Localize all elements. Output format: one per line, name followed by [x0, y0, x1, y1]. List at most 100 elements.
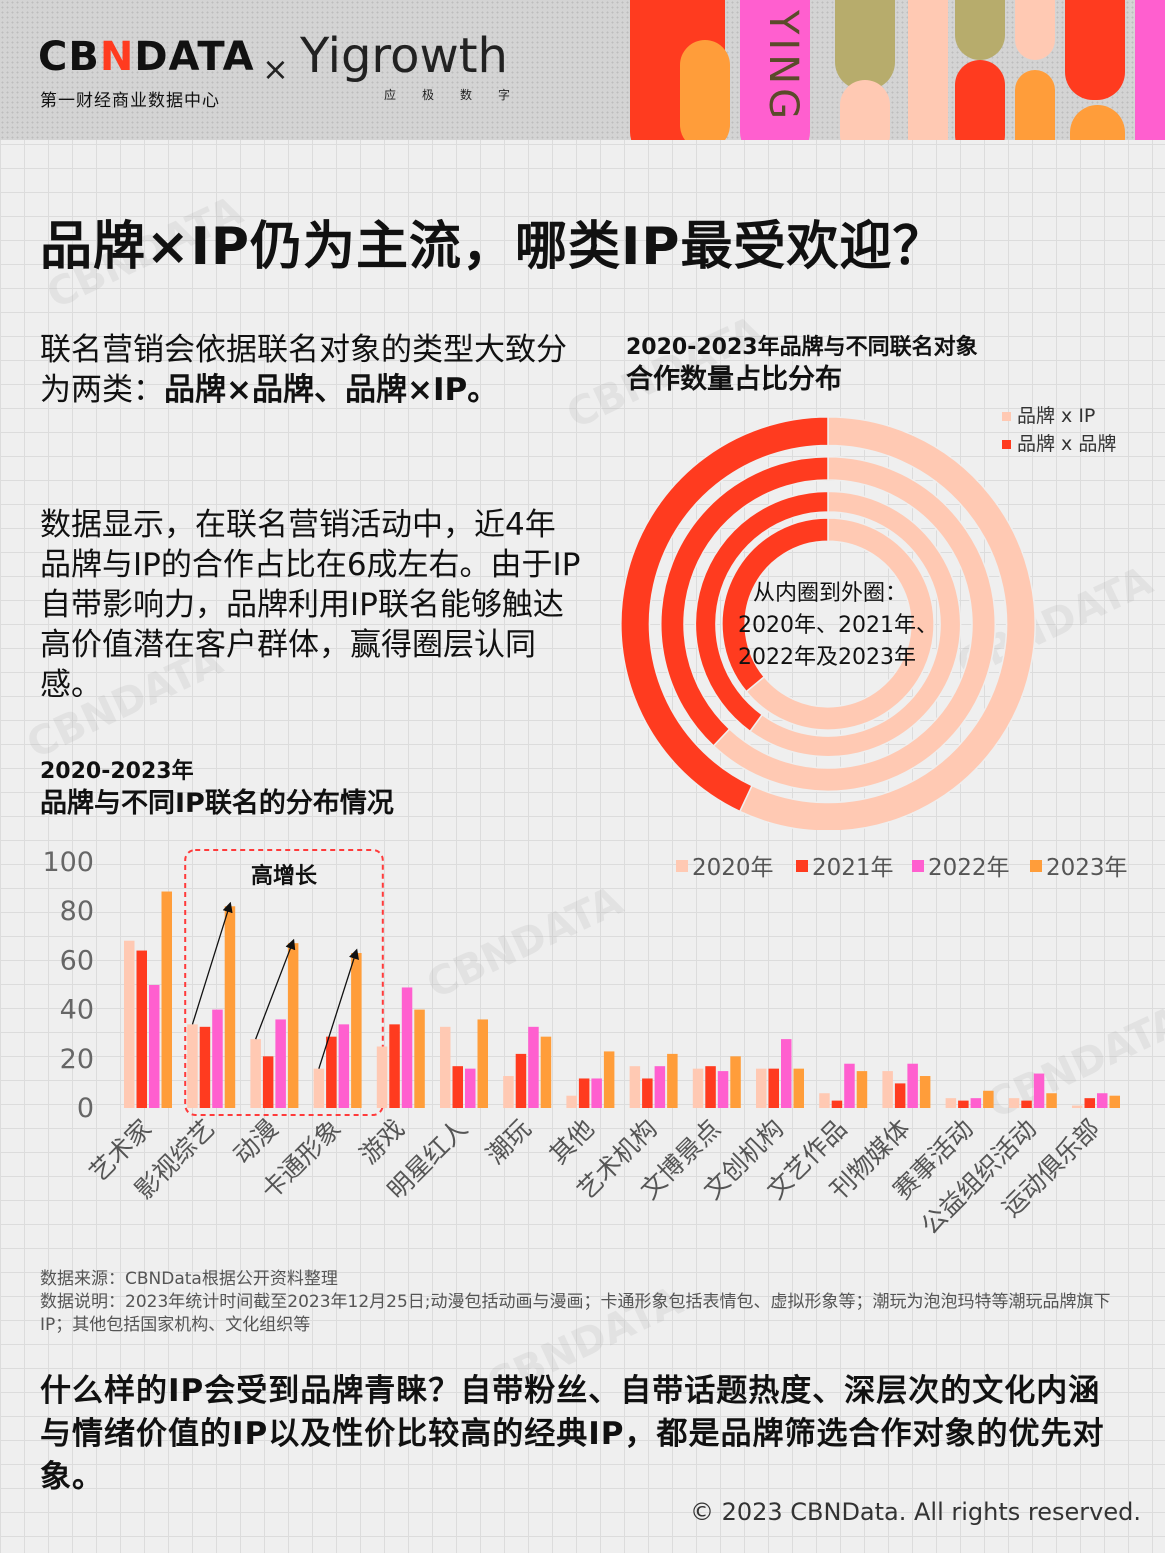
bar-艺术机构-2020年: [629, 1066, 641, 1108]
bar-卡通形象-2022年: [338, 1024, 350, 1108]
y-tick-label: 20: [60, 1044, 94, 1075]
bar-明星红人-2021年: [452, 1066, 463, 1108]
bar-潮玩-2021年: [515, 1053, 527, 1108]
bar-游戏-2021年: [389, 1024, 400, 1108]
bar-艺术机构-2021年: [642, 1078, 653, 1108]
bar-legend-label: 2022年: [928, 855, 1010, 881]
bar-刊物媒体-2023年: [919, 1076, 931, 1108]
bar-公益组织活动-2020年: [1008, 1098, 1020, 1108]
donut-segment-2023年-品牌x品牌: [620, 416, 829, 813]
bar-其他-2022年: [591, 1078, 602, 1108]
donut-title-line2: 合作数量占比分布: [626, 364, 842, 395]
intro-paragraph-2: 数据显示，在联名营销活动中，近4年品牌与IP的合作占比在6成左右。由于IP自带影…: [40, 507, 581, 703]
bar-动漫-2022年: [275, 1019, 286, 1108]
donut-segment-2020年-品牌xIP: [745, 517, 935, 731]
intro-emphasis: 品牌×品牌、品牌×IP。: [164, 372, 499, 408]
donut-center-text: 从内圈到外圈：: [753, 581, 907, 606]
bar-赛事活动-2023年: [983, 1090, 994, 1108]
page-title: 品牌×IP仍为主流，哪类IP最受欢迎？: [40, 217, 946, 277]
bar-动漫-2023年: [287, 943, 299, 1108]
donut-segment-2020年-品牌x品牌: [721, 517, 829, 693]
y-tick-label: 100: [42, 847, 94, 878]
donut-segment-2021年-品牌x品牌: [694, 490, 829, 733]
bar-文博景点-2020年: [692, 1068, 704, 1108]
x-tick-label: 游戏: [354, 1114, 410, 1170]
x-tick-label: 潮玩: [481, 1114, 537, 1170]
bar-游戏-2023年: [414, 1009, 425, 1108]
bar-刊物媒体-2022年: [907, 1063, 918, 1108]
bar-潮玩-2022年: [528, 1026, 539, 1108]
bar-刊物媒体-2021年: [894, 1083, 906, 1108]
y-tick-label: 60: [60, 945, 94, 976]
high-growth-box: [184, 849, 384, 1116]
bar-title-line1: 2020-2023年: [40, 759, 194, 784]
y-tick-label: 80: [60, 896, 94, 927]
bar-文创机构-2020年: [756, 1068, 767, 1108]
bar-艺术机构-2022年: [654, 1066, 666, 1108]
bar-文艺作品-2022年: [844, 1063, 855, 1108]
bar-刊物媒体-2020年: [882, 1071, 893, 1108]
bar-明星红人-2022年: [465, 1068, 476, 1108]
yigrowth-logo: Yigrowth: [300, 28, 508, 84]
bar-艺术家-2021年: [136, 950, 147, 1108]
bar-卡通形象-2023年: [351, 953, 362, 1108]
bar-其他-2020年: [566, 1095, 577, 1108]
header-deco-text: YING: [760, 10, 806, 124]
bar-chart-title: 2020-2023年 品牌与不同IP联名的分布情况: [40, 756, 394, 820]
donut-segment-2021年-品牌xIP: [748, 490, 962, 758]
donut-title-line1: 2020-2023年品牌与不同联名对象: [626, 335, 978, 360]
collab-x: ×: [262, 50, 289, 88]
donut-legend-swatch: [1002, 412, 1011, 421]
bar-文创机构-2022年: [781, 1039, 792, 1108]
bar-艺术家-2023年: [161, 891, 172, 1108]
bar-文创机构-2023年: [793, 1068, 804, 1108]
bar-文艺作品-2023年: [856, 1071, 868, 1108]
donut-segment-2022年-品牌x品牌: [660, 456, 829, 747]
bar-赛事活动-2021年: [958, 1100, 969, 1108]
bar-动漫-2021年: [262, 1056, 274, 1108]
bar-影视综艺-2022年: [212, 1009, 223, 1108]
bar-legend-swatch: [676, 860, 688, 872]
bar-影视综艺-2021年: [199, 1026, 211, 1108]
donut-legend-label: 品牌 x IP: [1017, 405, 1095, 427]
copyright: © 2023 CBNData. All rights reserved.: [689, 1498, 1141, 1526]
cbndata-logo-subtitle: 第一财经商业数据中心: [40, 91, 220, 111]
header-decoration: [630, 0, 1165, 140]
bar-文创机构-2021年: [768, 1068, 779, 1108]
cbndata-logo: CBNDATA: [38, 34, 255, 80]
bar-明星红人-2020年: [440, 1026, 451, 1108]
growth-arrow: [318, 948, 359, 1069]
bar-运动俱乐部-2020年: [1072, 1105, 1083, 1108]
bar-legend-swatch: [796, 860, 808, 872]
yigrowth-logo-subtitle: 应极数字: [384, 88, 537, 102]
bar-文博景点-2022年: [717, 1071, 729, 1108]
x-tick-label: 其他: [544, 1114, 600, 1170]
growth-arrow: [191, 901, 233, 1025]
bar-其他-2021年: [578, 1078, 590, 1108]
bar-卡通形象-2020年: [313, 1068, 325, 1108]
data-explanation: 数据说明：2023年统计时间截至2023年12月25日;动漫包括动画与漫画；卡通…: [40, 1292, 1111, 1335]
chart-notes: 数据来源：CBNData根据公开资料整理 数据说明：2023年统计时间截至202…: [40, 1268, 1140, 1337]
donut-chart-title: 2020-2023年品牌与不同联名对象 合作数量占比分布: [626, 332, 978, 396]
bar-文艺作品-2020年: [819, 1093, 830, 1108]
bar-艺术家-2022年: [149, 985, 160, 1108]
bar-运动俱乐部-2021年: [1084, 1098, 1095, 1108]
y-tick-label: 0: [77, 1093, 94, 1124]
bar-legend-swatch: [1030, 860, 1042, 872]
bar-影视综艺-2023年: [224, 906, 236, 1108]
donut-center-text: 2022年及2023年: [738, 645, 916, 670]
bar-潮玩-2023年: [540, 1036, 552, 1108]
bar-卡通形象-2021年: [326, 1036, 337, 1108]
bar-legend-label: 2021年: [812, 855, 894, 881]
donut-legend-label: 品牌 x 品牌: [1017, 433, 1116, 455]
bar-艺术机构-2023年: [667, 1053, 678, 1108]
bar-文艺作品-2021年: [831, 1100, 843, 1108]
bar-文博景点-2021年: [705, 1066, 716, 1108]
data-source: 数据来源：CBNData根据公开资料整理: [40, 1269, 338, 1289]
bar-运动俱乐部-2022年: [1097, 1093, 1108, 1108]
bar-艺术家-2020年: [124, 940, 135, 1108]
conclusion-text: 什么样的IP会受到品牌青睐？自带粉丝、自带话题热度、深层次的文化内涵与情绪价值的…: [40, 1373, 1105, 1495]
bar-legend-swatch: [912, 860, 924, 872]
bar-legend-label: 2023年: [1046, 855, 1128, 881]
